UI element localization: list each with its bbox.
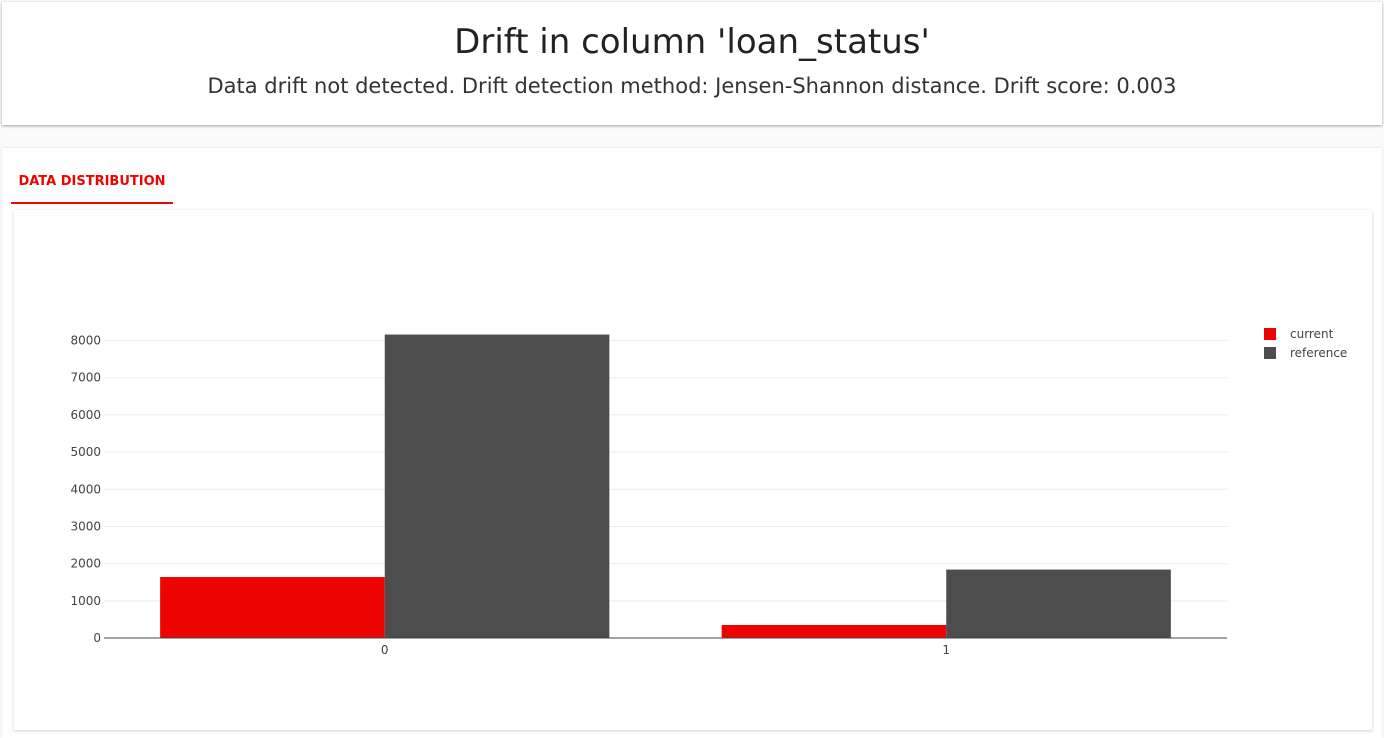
x-tick-label: 1 bbox=[942, 643, 950, 657]
header-card: Drift in column 'loan_status' Data drift… bbox=[2, 2, 1382, 125]
legend-label-reference[interactable]: reference bbox=[1290, 346, 1347, 360]
tab-data-distribution[interactable]: DATA DISTRIBUTION bbox=[11, 148, 173, 204]
y-tick-label: 2000 bbox=[70, 557, 101, 571]
y-tick-label: 1000 bbox=[70, 594, 101, 608]
y-tick-label: 6000 bbox=[70, 408, 101, 422]
legend-label-current[interactable]: current bbox=[1290, 327, 1334, 341]
bar-reference-1[interactable] bbox=[946, 569, 1171, 638]
y-tick-label: 4000 bbox=[70, 482, 101, 496]
y-tick-label: 8000 bbox=[70, 334, 101, 348]
bar-current-1[interactable] bbox=[721, 624, 947, 638]
y-tick-label: 3000 bbox=[70, 519, 101, 533]
y-tick-label: 5000 bbox=[70, 445, 101, 459]
bar-reference-0[interactable] bbox=[384, 334, 610, 638]
distribution-chart: 0 1000 2000 3000 4000 5000 6000 7000 8000 0 1 curre… bbox=[14, 210, 1372, 735]
legend-swatch-current[interactable] bbox=[1264, 328, 1276, 340]
bar-current-0[interactable] bbox=[160, 577, 385, 638]
chart-svg: 0 1000 2000 3000 4000 5000 6000 7000 8000 0 1 curre… bbox=[70, 327, 1347, 657]
y-tick-label: 7000 bbox=[70, 371, 101, 385]
legend-swatch-reference[interactable] bbox=[1264, 347, 1276, 359]
drift-summary: Data drift not detected. Drift detection… bbox=[207, 74, 1177, 98]
y-tick-label: 0 bbox=[93, 631, 101, 645]
page-title: Drift in column 'loan_status' bbox=[454, 22, 930, 62]
x-tick-label: 0 bbox=[381, 643, 389, 657]
plot-card: 0 1000 2000 3000 4000 5000 6000 7000 8000 0 1 curre… bbox=[14, 210, 1372, 730]
